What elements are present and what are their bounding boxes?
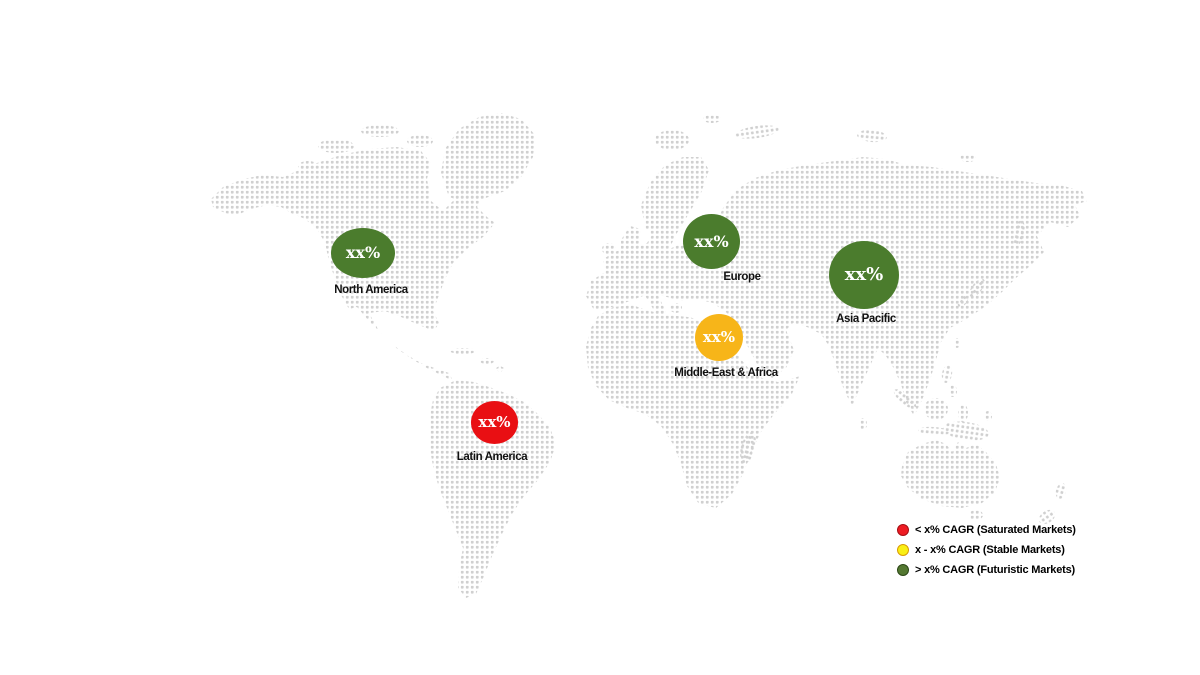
- region-label-north-america: North America: [334, 284, 408, 296]
- red-dot-icon: [897, 524, 909, 536]
- green-dot-icon: [897, 564, 909, 576]
- legend: < x% CAGR (Saturated Markets) x - x% CAG…: [897, 520, 1076, 580]
- region-label-latin-america: Latin America: [456, 451, 528, 463]
- british-isles: [621, 226, 641, 259]
- legend-item-stable: x - x% CAGR (Stable Markets): [897, 540, 1076, 560]
- continent-south-america: [429, 380, 556, 598]
- bubble-latin-america: xx%: [471, 401, 518, 444]
- bubble-value: xx%: [702, 328, 736, 346]
- bubble-value: xx%: [844, 264, 884, 285]
- legend-label: < x% CAGR (Saturated Markets): [915, 524, 1076, 536]
- legend-item-futuristic: > x% CAGR (Futuristic Markets): [897, 560, 1076, 580]
- legend-label: x - x% CAGR (Stable Markets): [915, 544, 1065, 556]
- bubble-europe: xx%: [683, 214, 740, 269]
- bubble-value: xx%: [345, 243, 381, 262]
- bubble-middle-east-africa: xx%: [695, 314, 743, 361]
- bubble-value: xx%: [478, 413, 511, 431]
- continent-australia: [901, 440, 1000, 508]
- legend-label: > x% CAGR (Futuristic Markets): [915, 564, 1075, 576]
- region-label-middle-east-africa: Middle-East & Africa: [674, 367, 778, 379]
- bubble-north-america: xx%: [331, 228, 395, 278]
- region-label-europe: Europe: [723, 271, 761, 283]
- yellow-dot-icon: [897, 544, 909, 556]
- region-label-asia-pacific: Asia Pacific: [836, 313, 896, 325]
- legend-item-saturated: < x% CAGR (Saturated Markets): [897, 520, 1076, 540]
- bubble-asia-pacific: xx%: [829, 241, 899, 309]
- greenland: [441, 113, 535, 203]
- bubble-value: xx%: [694, 231, 729, 251]
